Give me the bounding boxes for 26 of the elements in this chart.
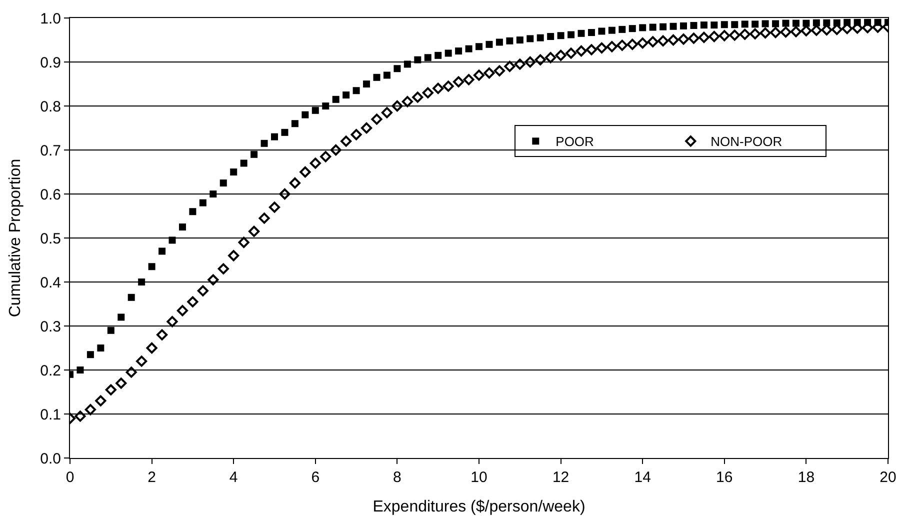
y-tick-label: 0.2 (40, 362, 61, 380)
x-tick-label: 2 (148, 469, 156, 486)
legend-label: NON-POOR (710, 134, 782, 150)
y-tick-label: 0.0 (40, 450, 61, 468)
y-tick-label: 1.0 (40, 10, 61, 28)
y-tick-label: 0.6 (40, 186, 61, 204)
y-tick-label: 0.9 (40, 54, 61, 72)
x-tick-label: 18 (798, 469, 815, 486)
x-tick-label: 4 (229, 469, 238, 486)
y-tick-label: 0.8 (40, 98, 61, 116)
x-axis-title: Expenditures ($/person/week) (372, 498, 586, 516)
y-tick-label: 0.3 (40, 318, 61, 336)
x-tick-label: 6 (311, 469, 320, 486)
legend-label: POOR (556, 134, 594, 150)
y-axis-title: Cumulative Proportion (7, 158, 24, 318)
y-tick-label: 0.5 (40, 230, 61, 248)
x-tick-label: 20 (880, 469, 896, 486)
x-tick-label: 0 (66, 469, 74, 486)
x-tick-label: 12 (552, 469, 570, 486)
x-tick-label: 14 (634, 469, 651, 486)
x-tick-label: 10 (470, 469, 488, 486)
x-tick-label: 8 (393, 469, 402, 486)
y-tick-label: 0.4 (40, 274, 61, 292)
y-tick-label: 0.7 (40, 142, 61, 160)
x-tick-label: 16 (716, 469, 733, 486)
y-tick-label: 0.1 (40, 406, 61, 424)
